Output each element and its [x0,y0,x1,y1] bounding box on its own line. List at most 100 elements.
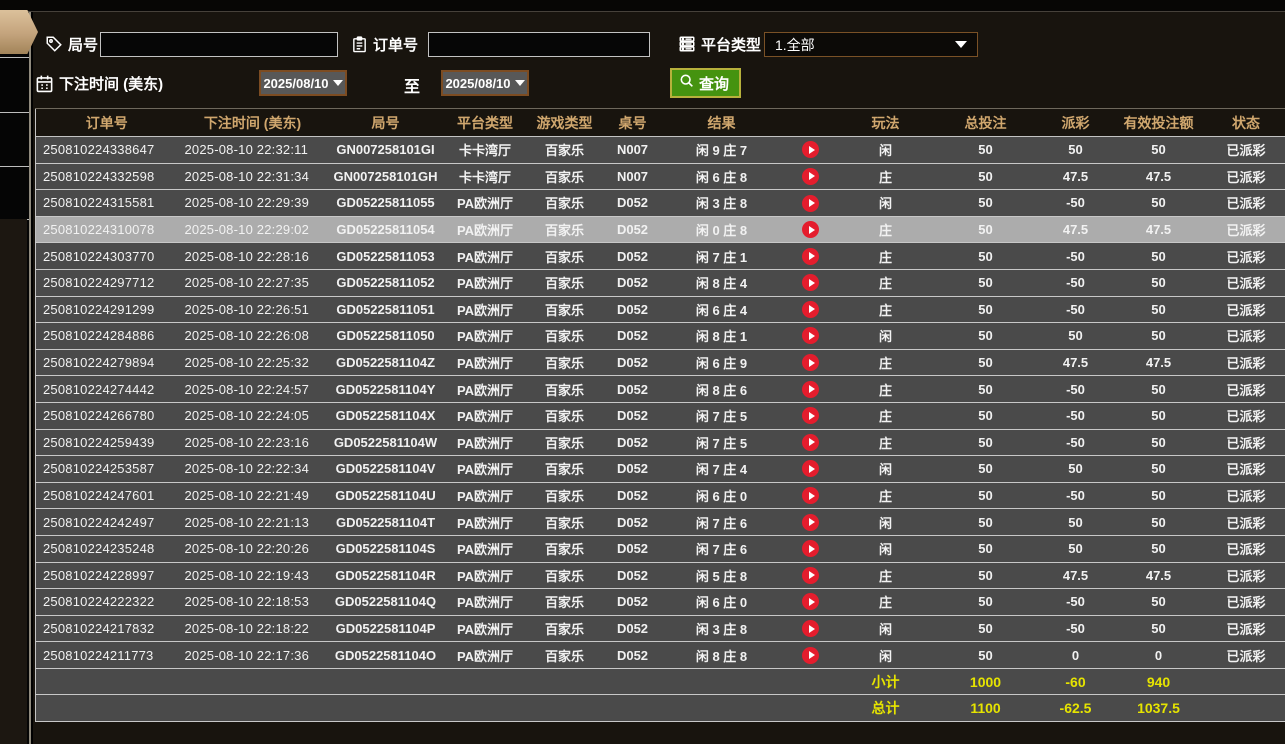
platform-type-select[interactable]: 1.全部 [764,32,978,57]
cell-game-type: 百家乐 [526,375,603,403]
table-row[interactable]: 250810224242497 2025-08-10 22:21:13 GD05… [35,508,1285,536]
replay-play-button[interactable] [802,300,819,318]
replay-play-button[interactable] [802,194,819,212]
cell-bet-time: 2025-08-10 22:18:53 [177,588,328,616]
replay-play-button[interactable] [802,221,819,239]
cell-status: 已派彩 [1206,322,1285,350]
cell-result: 闲 6 庄 8 [662,163,781,191]
table-row[interactable]: 250810224303770 2025-08-10 22:28:16 GD05… [35,242,1285,270]
cell-game-type: 百家乐 [526,588,603,616]
replay-play-button[interactable] [802,354,819,372]
replay-play-button[interactable] [802,433,819,451]
cell-replay [780,189,841,217]
cell-table-no: D052 [602,189,663,217]
cell-round-no: GN007258101GH [327,163,444,191]
cell-total-bet: 50 [930,482,1041,510]
server-list-icon [678,35,696,53]
replay-play-button[interactable] [802,513,819,531]
table-row[interactable]: 250810224217832 2025-08-10 22:18:22 GD05… [35,615,1285,643]
cell-result: 闲 8 庄 8 [662,641,781,669]
play-icon [808,331,815,340]
cell-status: 已派彩 [1206,189,1285,217]
table-row[interactable]: 250810224222322 2025-08-10 22:18:53 GD05… [35,588,1285,616]
cell-payout: 50 [1040,322,1111,350]
table-row[interactable]: 250810224338647 2025-08-10 22:32:11 GN00… [35,136,1285,164]
replay-play-button[interactable] [802,380,819,398]
table-row[interactable]: 250810224228997 2025-08-10 22:19:43 GD05… [35,562,1285,590]
cell-status: 已派彩 [1206,296,1285,324]
cell-play-type: 闲 [840,508,931,536]
replay-play-button[interactable] [802,167,819,185]
replay-play-button[interactable] [802,566,819,584]
cell-status: 已派彩 [1206,216,1285,244]
play-icon [808,305,815,314]
order-number-input[interactable] [428,32,650,57]
table-row[interactable]: 250810224315581 2025-08-10 22:29:39 GD05… [35,189,1285,217]
cell-replay [780,641,841,669]
cell-play-type: 庄 [840,242,931,270]
records-tbody: 250810224338647 2025-08-10 22:32:11 GN00… [35,136,1285,669]
replay-play-button[interactable] [802,593,819,611]
date-from-picker[interactable]: 2025/08/10 [259,70,347,96]
replay-play-button[interactable] [802,540,819,558]
table-row[interactable]: 250810224259439 2025-08-10 22:23:16 GD05… [35,429,1285,457]
cell-table-no: N007 [602,163,663,191]
table-row[interactable]: 250810224284886 2025-08-10 22:26:08 GD05… [35,322,1285,350]
cell-status: 已派彩 [1206,535,1285,563]
cell-valid-bet: 50 [1110,402,1207,430]
cell-platform: 卡卡湾厅 [443,136,527,164]
cell-payout: -50 [1040,296,1111,324]
cell-table-no: D052 [602,296,663,324]
cell-round-no: GD05225811053 [327,242,444,270]
cell-bet-time: 2025-08-10 22:31:34 [177,163,328,191]
cell-table-no: D052 [602,242,663,270]
replay-play-button[interactable] [802,487,819,505]
platform-filter-label: 平台类型 [701,36,762,54]
replay-play-button[interactable] [802,460,819,478]
table-row[interactable]: 250810224279894 2025-08-10 22:25:32 GD05… [35,349,1285,377]
replay-play-button[interactable] [802,247,819,265]
table-row[interactable]: 250810224291299 2025-08-10 22:26:51 GD05… [35,296,1285,324]
replay-play-button[interactable] [802,407,819,425]
cell-round-no: GD0522581104S [327,535,444,563]
header-valid-bet: 有效投注额 [1110,108,1207,137]
cell-game-type: 百家乐 [526,163,603,191]
replay-play-button[interactable] [802,141,819,159]
cell-result: 闲 7 庄 5 [662,429,781,457]
table-row[interactable]: 250810224297712 2025-08-10 22:27:35 GD05… [35,269,1285,297]
table-row[interactable]: 250810224274442 2025-08-10 22:24:57 GD05… [35,375,1285,403]
table-row[interactable]: 250810224247601 2025-08-10 22:21:49 GD05… [35,482,1285,510]
cell-status: 已派彩 [1206,588,1285,616]
table-row[interactable]: 250810224310078 2025-08-10 22:29:02 GD05… [35,216,1285,244]
cell-table-no: D052 [602,482,663,510]
table-row[interactable]: 250810224253587 2025-08-10 22:22:34 GD05… [35,455,1285,483]
table-row[interactable]: 250810224235248 2025-08-10 22:20:26 GD05… [35,535,1285,563]
cell-total-bet: 50 [930,163,1041,191]
play-icon [808,597,815,606]
cell-game-type: 百家乐 [526,482,603,510]
cell-game-type: 百家乐 [526,349,603,377]
cell-bet-time: 2025-08-10 22:17:36 [177,641,328,669]
date-to-picker[interactable]: 2025/08/10 [441,70,529,96]
play-icon [808,225,815,234]
cell-status: 已派彩 [1206,429,1285,457]
table-row[interactable]: 250810224211773 2025-08-10 22:17:36 GD05… [35,641,1285,669]
cell-payout: -50 [1040,615,1111,643]
cell-platform: PA欧洲厅 [443,189,527,217]
cell-valid-bet: 50 [1110,375,1207,403]
round-number-input[interactable] [100,32,338,57]
replay-play-button[interactable] [802,274,819,292]
replay-play-button[interactable] [802,646,819,664]
search-button[interactable]: 查询 [670,68,742,98]
sidebar-divider [0,112,29,113]
table-row[interactable]: 250810224266780 2025-08-10 22:24:05 GD05… [35,402,1285,430]
cell-total-bet: 50 [930,615,1041,643]
cell-order-no: 250810224253587 [35,455,178,483]
table-row[interactable]: 250810224332598 2025-08-10 22:31:34 GN00… [35,163,1285,191]
replay-play-button[interactable] [802,620,819,638]
header-game-type: 游戏类型 [526,108,603,137]
cell-round-no: GD0522581104Y [327,375,444,403]
cell-game-type: 百家乐 [526,269,603,297]
replay-play-button[interactable] [802,327,819,345]
cell-bet-time: 2025-08-10 22:23:16 [177,429,328,457]
